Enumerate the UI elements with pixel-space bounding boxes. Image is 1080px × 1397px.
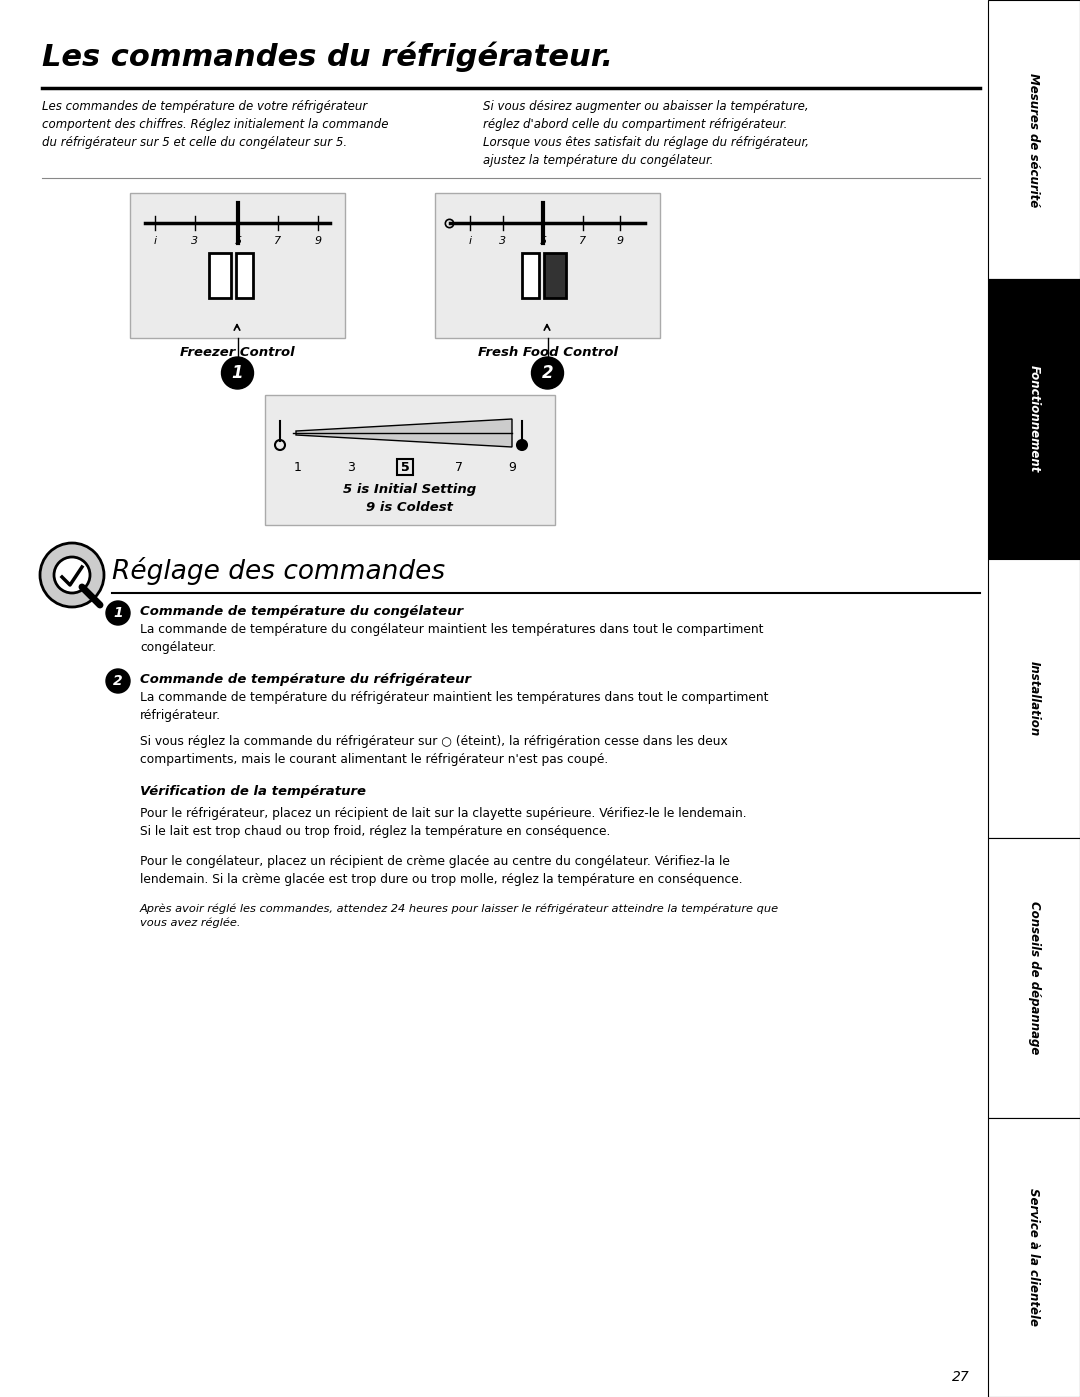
Bar xyxy=(988,0,1080,279)
Circle shape xyxy=(106,601,130,624)
Text: Après avoir réglé les commandes, attendez 24 heures pour laisser le réfrigérateu: Après avoir réglé les commandes, attende… xyxy=(140,902,779,928)
Bar xyxy=(265,395,555,525)
Text: Les commandes de température de votre réfrigérateur
comportent des chiffres. Rég: Les commandes de température de votre ré… xyxy=(42,101,389,149)
Text: i: i xyxy=(469,236,472,246)
Bar xyxy=(988,1118,1080,1397)
Text: 2: 2 xyxy=(113,673,123,687)
Text: Fresh Food Control: Fresh Food Control xyxy=(477,346,618,359)
Text: 5: 5 xyxy=(401,461,409,474)
Bar xyxy=(988,838,1080,1118)
Text: Fonctionnement: Fonctionnement xyxy=(1027,366,1040,472)
Text: 5: 5 xyxy=(401,461,409,474)
Text: Si vous réglez la commande du réfrigérateur sur ○ (éteint), la réfrigération ces: Si vous réglez la commande du réfrigérat… xyxy=(140,735,728,766)
Text: Commande de température du congélateur: Commande de température du congélateur xyxy=(140,605,463,617)
Bar xyxy=(210,253,231,298)
Text: 1: 1 xyxy=(294,461,302,474)
Text: Installation: Installation xyxy=(1027,661,1040,736)
Text: 3: 3 xyxy=(348,461,355,474)
Text: 27: 27 xyxy=(953,1370,970,1384)
Bar xyxy=(435,193,660,338)
Text: Service à la clientèle: Service à la clientèle xyxy=(1027,1189,1040,1326)
Circle shape xyxy=(517,440,527,450)
Text: 3: 3 xyxy=(499,236,507,246)
Text: 5: 5 xyxy=(234,236,242,246)
Text: Pour le réfrigérateur, placez un récipient de lait sur la clayette supérieure. V: Pour le réfrigérateur, placez un récipie… xyxy=(140,807,746,838)
Polygon shape xyxy=(296,419,512,447)
Text: 7: 7 xyxy=(455,461,462,474)
Circle shape xyxy=(40,543,104,608)
Text: 7: 7 xyxy=(580,236,586,246)
Text: 9: 9 xyxy=(314,236,322,246)
Bar xyxy=(988,279,1080,559)
Circle shape xyxy=(54,557,90,592)
Circle shape xyxy=(106,669,130,693)
Text: 1: 1 xyxy=(232,365,243,381)
Bar xyxy=(397,460,413,475)
Text: Mesures de sécurité: Mesures de sécurité xyxy=(1027,73,1040,207)
Text: 3: 3 xyxy=(191,236,199,246)
Text: Les commandes du réfrigérateur.: Les commandes du réfrigérateur. xyxy=(42,42,613,73)
Text: Conseils de dépannage: Conseils de dépannage xyxy=(1027,901,1040,1055)
Text: Réglage des commandes: Réglage des commandes xyxy=(112,557,445,585)
Text: 9: 9 xyxy=(508,461,516,474)
Text: i: i xyxy=(153,236,157,246)
Text: 9: 9 xyxy=(617,236,623,246)
Text: Commande de température du réfrigérateur: Commande de température du réfrigérateur xyxy=(140,673,471,686)
Bar xyxy=(237,253,253,298)
Bar xyxy=(130,193,345,338)
Text: 9 is Coldest: 9 is Coldest xyxy=(366,502,454,514)
Text: La commande de température du réfrigérateur maintient les températures dans tout: La commande de température du réfrigérat… xyxy=(140,692,769,722)
Bar xyxy=(988,559,1080,838)
Text: Freezer Control: Freezer Control xyxy=(180,346,295,359)
Text: Si vous désirez augmenter ou abaisser la température,
réglez d'abord celle du co: Si vous désirez augmenter ou abaisser la… xyxy=(483,101,809,168)
Text: 1: 1 xyxy=(113,606,123,620)
Text: Vérification de la température: Vérification de la température xyxy=(140,785,366,798)
Text: 5: 5 xyxy=(539,236,546,246)
Bar xyxy=(522,253,539,298)
Circle shape xyxy=(531,358,564,388)
Text: 5 is Initial Setting: 5 is Initial Setting xyxy=(343,483,476,496)
Text: 2: 2 xyxy=(542,365,553,381)
Text: 7: 7 xyxy=(274,236,282,246)
Text: Pour le congélateur, placez un récipient de crème glacée au centre du congélateu: Pour le congélateur, placez un récipient… xyxy=(140,855,743,886)
Bar xyxy=(544,253,566,298)
Text: La commande de température du congélateur maintient les températures dans tout l: La commande de température du congélateu… xyxy=(140,623,764,654)
Circle shape xyxy=(221,358,254,388)
